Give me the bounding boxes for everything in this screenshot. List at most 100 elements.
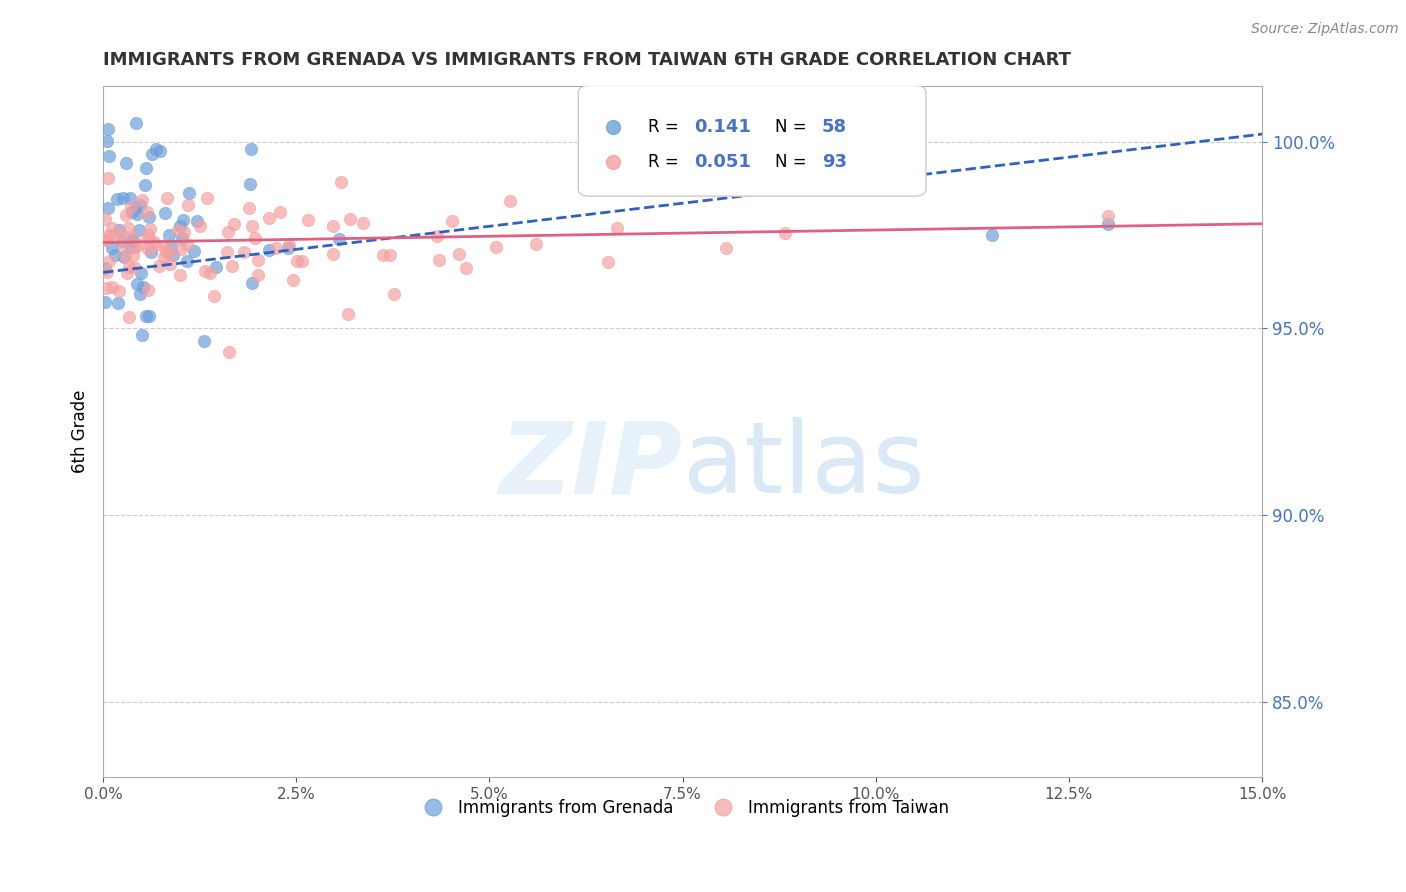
- Text: N =: N =: [775, 153, 813, 170]
- Immigrants from Taiwan: [456, 261, 478, 276]
- Immigrants from Taiwan: [382, 286, 405, 301]
- Immigrants from Grenada: [93, 295, 115, 310]
- Immigrants from Grenada: [980, 227, 1002, 242]
- Immigrants from Grenada: [121, 233, 143, 247]
- Immigrants from Grenada: [101, 241, 124, 255]
- Text: R =: R =: [648, 153, 683, 170]
- Text: ZIP: ZIP: [499, 417, 682, 515]
- Immigrants from Taiwan: [264, 241, 287, 255]
- Immigrants from Taiwan: [103, 229, 125, 244]
- FancyBboxPatch shape: [578, 86, 927, 196]
- Immigrants from Taiwan: [188, 219, 211, 234]
- Immigrants from Taiwan: [245, 231, 267, 245]
- Immigrants from Taiwan: [139, 221, 162, 235]
- Immigrants from Taiwan: [101, 280, 124, 294]
- Immigrants from Grenada: [155, 206, 177, 220]
- Y-axis label: 6th Grade: 6th Grade: [72, 390, 89, 473]
- Immigrants from Taiwan: [269, 205, 291, 219]
- Immigrants from Taiwan: [121, 230, 143, 244]
- Immigrants from Grenada: [145, 142, 167, 156]
- Immigrants from Taiwan: [169, 243, 191, 257]
- Immigrants from Taiwan: [101, 220, 124, 235]
- Immigrants from Grenada: [1097, 217, 1119, 231]
- Immigrants from Taiwan: [232, 244, 254, 259]
- Immigrants from Grenada: [93, 260, 115, 275]
- Immigrants from Taiwan: [371, 248, 394, 262]
- Immigrants from Grenada: [138, 210, 160, 224]
- Immigrants from Grenada: [128, 223, 150, 237]
- Immigrants from Taiwan: [98, 253, 121, 268]
- Immigrants from Taiwan: [322, 219, 344, 233]
- Immigrants from Taiwan: [176, 236, 198, 251]
- Immigrants from Grenada: [107, 295, 129, 310]
- Immigrants from Taiwan: [97, 170, 120, 185]
- Immigrants from Taiwan: [118, 310, 141, 324]
- Immigrants from Taiwan: [122, 260, 145, 274]
- Immigrants from Grenada: [138, 309, 160, 323]
- Immigrants from Grenada: [169, 219, 191, 233]
- Immigrants from Grenada: [120, 239, 142, 253]
- Immigrants from Taiwan: [155, 238, 177, 252]
- Immigrants from Grenada: [193, 334, 215, 348]
- Immigrants from Taiwan: [247, 253, 270, 268]
- Immigrants from Taiwan: [112, 237, 135, 252]
- Immigrants from Grenada: [135, 309, 157, 323]
- Immigrants from Taiwan: [441, 214, 464, 228]
- Immigrants from Taiwan: [524, 237, 547, 252]
- Immigrants from Taiwan: [202, 289, 225, 303]
- Immigrants from Grenada: [149, 144, 172, 158]
- Immigrants from Taiwan: [194, 264, 217, 278]
- Immigrants from Taiwan: [337, 307, 360, 321]
- Text: 0.051: 0.051: [695, 153, 751, 170]
- Immigrants from Taiwan: [155, 245, 177, 260]
- Immigrants from Taiwan: [257, 211, 280, 225]
- Immigrants from Taiwan: [773, 226, 796, 240]
- Immigrants from Grenada: [125, 116, 148, 130]
- Immigrants from Taiwan: [198, 266, 221, 280]
- Immigrants from Grenada: [96, 134, 118, 148]
- Immigrants from Grenada: [204, 260, 226, 274]
- Immigrants from Taiwan: [195, 191, 218, 205]
- Text: N =: N =: [775, 118, 813, 136]
- Immigrants from Grenada: [240, 276, 263, 290]
- Immigrants from Taiwan: [606, 221, 628, 235]
- Immigrants from Taiwan: [136, 242, 159, 256]
- Immigrants from Grenada: [177, 186, 200, 201]
- Immigrants from Taiwan: [321, 247, 343, 261]
- Immigrants from Grenada: [257, 243, 280, 257]
- Immigrants from Taiwan: [291, 254, 314, 268]
- Immigrants from Taiwan: [378, 248, 401, 262]
- Immigrants from Taiwan: [96, 281, 118, 295]
- Immigrants from Taiwan: [217, 244, 239, 259]
- Immigrants from Taiwan: [114, 208, 136, 222]
- Immigrants from Grenada: [97, 121, 120, 136]
- Legend: Immigrants from Grenada, Immigrants from Taiwan: Immigrants from Grenada, Immigrants from…: [409, 792, 956, 824]
- Immigrants from Taiwan: [499, 194, 522, 208]
- Immigrants from Grenada: [139, 245, 162, 260]
- Text: R =: R =: [648, 118, 683, 136]
- Immigrants from Taiwan: [93, 212, 115, 227]
- Immigrants from Taiwan: [485, 240, 508, 254]
- Immigrants from Taiwan: [281, 273, 304, 287]
- Immigrants from Taiwan: [714, 242, 737, 256]
- Immigrants from Grenada: [125, 201, 148, 215]
- Immigrants from Taiwan: [240, 219, 263, 233]
- Immigrants from Grenada: [127, 207, 149, 221]
- Immigrants from Taiwan: [114, 249, 136, 263]
- Immigrants from Grenada: [97, 201, 120, 215]
- Immigrants from Taiwan: [238, 202, 260, 216]
- Immigrants from Grenada: [118, 191, 141, 205]
- Immigrants from Taiwan: [156, 191, 179, 205]
- Immigrants from Grenada: [162, 248, 184, 262]
- Immigrants from Taiwan: [124, 240, 146, 254]
- Immigrants from Taiwan: [285, 254, 308, 268]
- Immigrants from Taiwan: [1097, 209, 1119, 223]
- Immigrants from Taiwan: [143, 235, 166, 249]
- Immigrants from Grenada: [105, 192, 128, 206]
- Immigrants from Taiwan: [339, 212, 361, 227]
- Immigrants from Taiwan: [173, 226, 195, 240]
- Immigrants from Grenada: [238, 178, 260, 192]
- Immigrants from Taiwan: [221, 259, 243, 273]
- Immigrants from Taiwan: [136, 283, 159, 297]
- Immigrants from Grenada: [104, 248, 127, 262]
